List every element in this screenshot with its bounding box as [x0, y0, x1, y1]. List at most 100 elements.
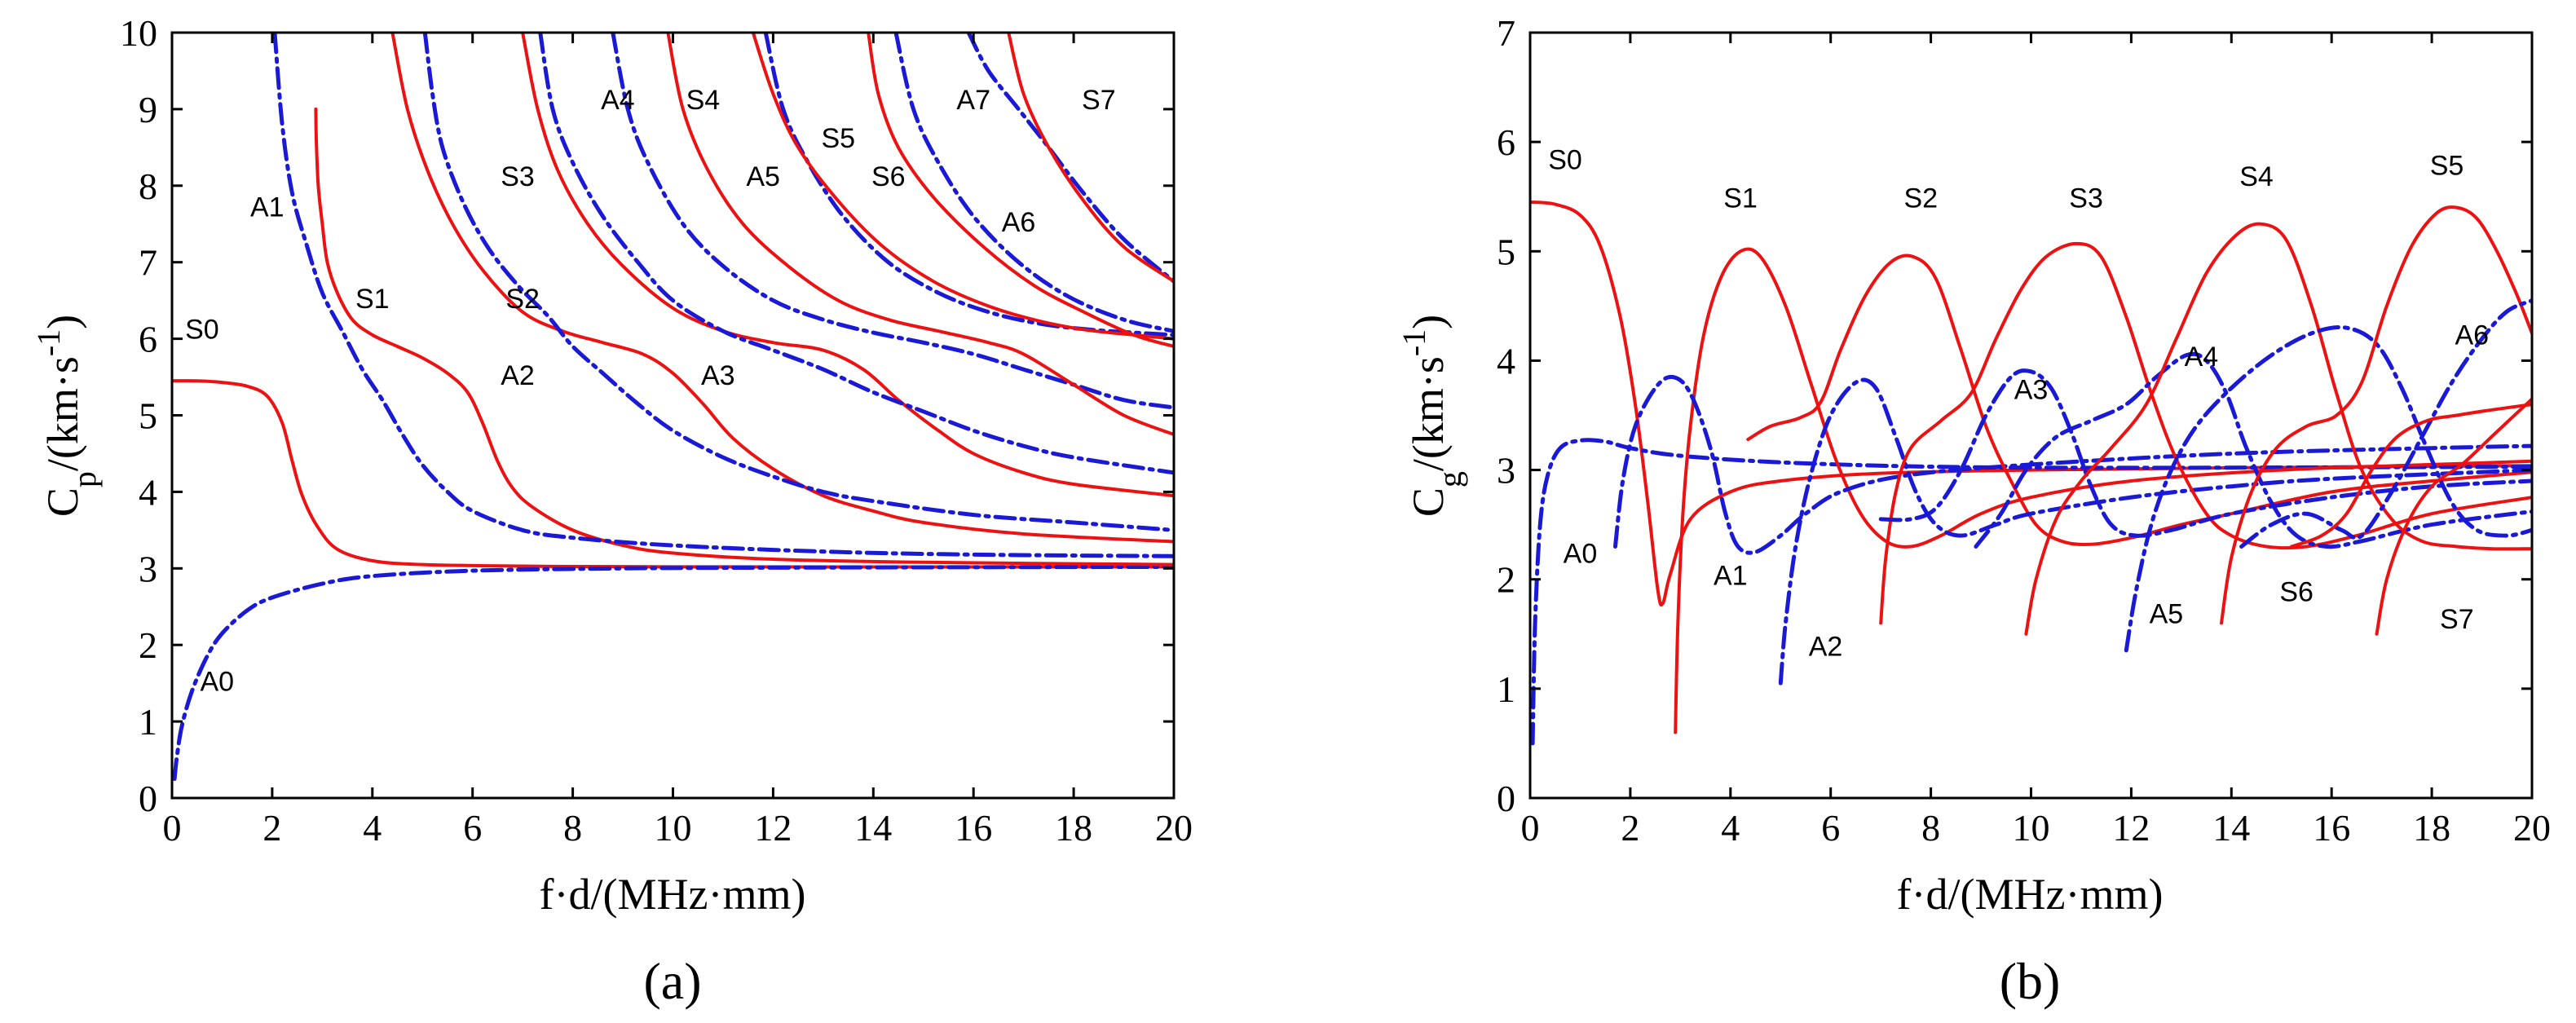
panel-b-curve-s3: [1879, 241, 2532, 625]
panel-b-x-axis-title: f·d/(MHz·mm): [1897, 870, 2164, 919]
panel-a-x-tick-label: 8: [563, 807, 582, 849]
panel-a-x-tick-labels: 0 2 4 6 8 10 12 14 16 18 20: [163, 807, 1193, 849]
panel-b-curves: [1530, 200, 2532, 746]
panel-a-mode-label: S7: [1082, 85, 1116, 116]
panel-b-y-title-main: C: [1404, 487, 1453, 517]
panel-b-y-title-superscript: -1: [1396, 329, 1432, 356]
panel-a-mode-label: A5: [746, 161, 780, 192]
panel-a-ticks: [172, 33, 1174, 798]
panel-b-x-tick-label: 2: [1621, 807, 1639, 849]
panel-a-y-tick-label: 6: [139, 319, 157, 360]
panel-a-x-tick-label: 14: [854, 807, 892, 849]
panel-a-y-title-close: ): [38, 315, 87, 329]
panel-a-x-tick-label: 20: [1155, 807, 1193, 849]
panel-b-y-axis-title: Cg/(km·s-1): [1396, 315, 1468, 517]
panel-a-curve-s4: [666, 33, 1174, 436]
panel-b-mode-label: A2: [1809, 632, 1843, 663]
panel-a-y-axis-title: Cp/(km·s-1): [30, 315, 103, 517]
panel-a-mode-labels: S0 A0 A1 S1 S2 A2 S3 A3 A4 S4 A5 S5 S6 A6 A7 S7: [185, 85, 1116, 698]
panel-b-curve-a0: [1530, 438, 2532, 746]
panel-b-mode-label: S1: [1723, 183, 1758, 214]
panel-a-x-tick-label: 4: [363, 807, 382, 849]
panel-b-x-tick-label: 18: [2413, 807, 2450, 849]
panel-a-x-axis-title: f·d/(MHz·mm): [540, 870, 806, 919]
panel-a-curve-a4: [611, 33, 1174, 410]
panel-b-x-tick-labels: 0 2 4 6 8 10 12 14 16 18 20: [1521, 807, 2552, 849]
panel-a-mode-label: S4: [686, 85, 721, 116]
panel-a-y-title-superscript: -1: [30, 329, 67, 356]
panel-a-x-tick-label: 16: [955, 807, 992, 849]
panel-b-x-tick-label: 4: [1721, 807, 1740, 849]
panel-b-y-tick-label: 7: [1497, 12, 1515, 54]
panel-a-x-tick-label: 0: [163, 807, 182, 849]
panel-b-curve-a6: [2239, 298, 2532, 549]
panel-b-curve-a3: [1878, 368, 2532, 538]
panel-b-x-tick-label: 14: [2212, 807, 2250, 849]
panel-a-curve-a0: [172, 564, 1174, 781]
panel-b-y-tick-label: 6: [1497, 121, 1515, 163]
panel-b-plot-frame: [1528, 31, 2534, 800]
panel-b-x-tick-label: 12: [2112, 807, 2150, 849]
panel-a-mode-label: A3: [701, 360, 735, 391]
panel-a-curve-a1: [272, 33, 1174, 558]
panel-b-curve-s7: [2375, 397, 2532, 636]
panel-b-mode-label: A4: [2185, 342, 2219, 373]
panel-b-curve-a1: [1613, 374, 2532, 555]
panel-b-curve-s6: [2290, 403, 2532, 549]
panel-a-mode-label: A6: [1002, 207, 1036, 238]
panel-b-y-tick-labels: 0 1 2 3 4 5 6 7: [1497, 12, 1515, 819]
panel-b-y-title-close: ): [1404, 315, 1453, 329]
panel-b-mode-label: A6: [2455, 320, 2489, 351]
panel-a-y-title-subscript: p: [66, 471, 103, 487]
panel-a-mode-label: S1: [355, 284, 390, 315]
panel-a-curve-a5: [763, 33, 1174, 337]
panel-b-ticks: [1530, 33, 2532, 798]
panel-a-y-tick-label: 4: [139, 471, 157, 513]
panel-a-caption: (a): [643, 952, 701, 1010]
panel-b-y-tick-label: 3: [1497, 450, 1515, 492]
panel-a-mode-label: A4: [601, 85, 635, 116]
panel-b-y-tick-label: 1: [1497, 668, 1515, 710]
panel-a-y-tick-label: 7: [139, 242, 157, 284]
panel-a-y-tick-label: 10: [120, 12, 157, 54]
panel-b-curve-s2: [1746, 254, 2532, 547]
panel-a-mode-label: S6: [871, 161, 906, 192]
panel-a-x-tick-label: 18: [1055, 807, 1092, 849]
panel-b-caption: (b): [2000, 952, 2061, 1010]
panel-a-mode-label: S2: [505, 284, 540, 315]
panel-a-y-title-unit: /(km·s: [38, 356, 87, 471]
panel-b-mode-label: A5: [2150, 598, 2184, 629]
panel-a-y-title-main: C: [38, 487, 87, 517]
panel-b-y-title-subscript: g: [1431, 471, 1468, 487]
panel-a-mode-label: S0: [185, 315, 219, 346]
panel-b-mode-label: A3: [2014, 374, 2049, 405]
panel-b-curve-a4: [1974, 351, 2532, 549]
panel-b-y-title-unit: /(km·s: [1404, 356, 1453, 471]
panel-a-y-tick-labels: 0 1 2 3 4 5 6 7 8 9 10: [120, 12, 157, 819]
panel-a-curves: [172, 33, 1174, 781]
panel-b-x-tick-label: 20: [2513, 807, 2551, 849]
panel-b-curve-s5: [2220, 205, 2532, 625]
panel-a-y-tick-label: 8: [139, 165, 157, 207]
panel-a-curve-s1: [314, 107, 1174, 567]
panel-a-curve-s7: [1007, 33, 1174, 284]
panel-a-plot-frame: [170, 31, 1176, 800]
panel-b-x-tick-label: 8: [1921, 807, 1940, 849]
panel-b-x-tick-label: 16: [2313, 807, 2350, 849]
panel-b-y-tick-label: 0: [1497, 778, 1515, 819]
panel-b-x-tick-label: 6: [1821, 807, 1840, 849]
panel-b-mode-labels: S0 A0 S1 A1 S2 A2 S3 A3 S4 A4 A5 S6 S5 A6 S7: [1548, 145, 2489, 663]
panel-a-mode-label: A0: [201, 667, 235, 698]
panel-a-curve-a2: [422, 33, 1174, 532]
panel-b-mode-label: S3: [2069, 183, 2103, 214]
panel-a-curve-s5: [751, 33, 1174, 341]
panel-a-y-tick-label: 1: [139, 701, 157, 743]
panel-a-mode-label: A1: [250, 192, 285, 223]
panel-a-curve-a3: [538, 33, 1174, 475]
panel-a-mode-label: S3: [501, 161, 535, 192]
panel-a-curve-s3: [521, 33, 1174, 498]
panel-b-mode-label: S6: [2279, 577, 2314, 608]
panel-b-mode-label: S2: [1904, 183, 1939, 214]
